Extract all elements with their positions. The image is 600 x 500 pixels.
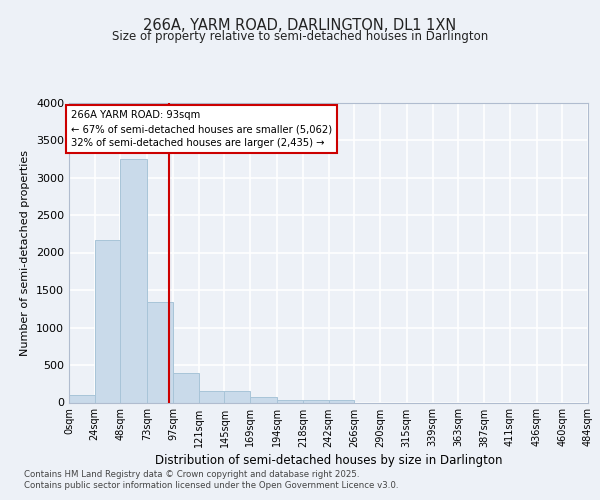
Bar (95, 240, 121, 402)
Bar (121, 159, 147, 402)
Text: 266A, YARM ROAD, DARLINGTON, DL1 1XN: 266A, YARM ROAD, DARLINGTON, DL1 1XN (143, 18, 457, 32)
Bar (250, 396, 277, 402)
Bar (199, 390, 224, 402)
Text: 266A YARM ROAD: 93sqm
← 67% of semi-detached houses are smaller (5,062)
32% of s: 266A YARM ROAD: 93sqm ← 67% of semi-deta… (71, 110, 332, 148)
Bar (277, 400, 303, 402)
Text: Contains HM Land Registry data © Crown copyright and database right 2025.: Contains HM Land Registry data © Crown c… (24, 470, 359, 479)
Text: Size of property relative to semi-detached houses in Darlington: Size of property relative to semi-detach… (112, 30, 488, 43)
Bar (147, 302, 173, 402)
Text: Contains public sector information licensed under the Open Government Licence v3: Contains public sector information licen… (24, 481, 398, 490)
Bar (69, 395, 95, 402)
X-axis label: Distribution of semi-detached houses by size in Darlington: Distribution of semi-detached houses by … (155, 454, 502, 466)
Y-axis label: Number of semi-detached properties: Number of semi-detached properties (20, 150, 31, 356)
Bar (173, 373, 199, 402)
Bar (224, 390, 250, 402)
Bar (303, 400, 329, 402)
Bar (329, 400, 354, 402)
